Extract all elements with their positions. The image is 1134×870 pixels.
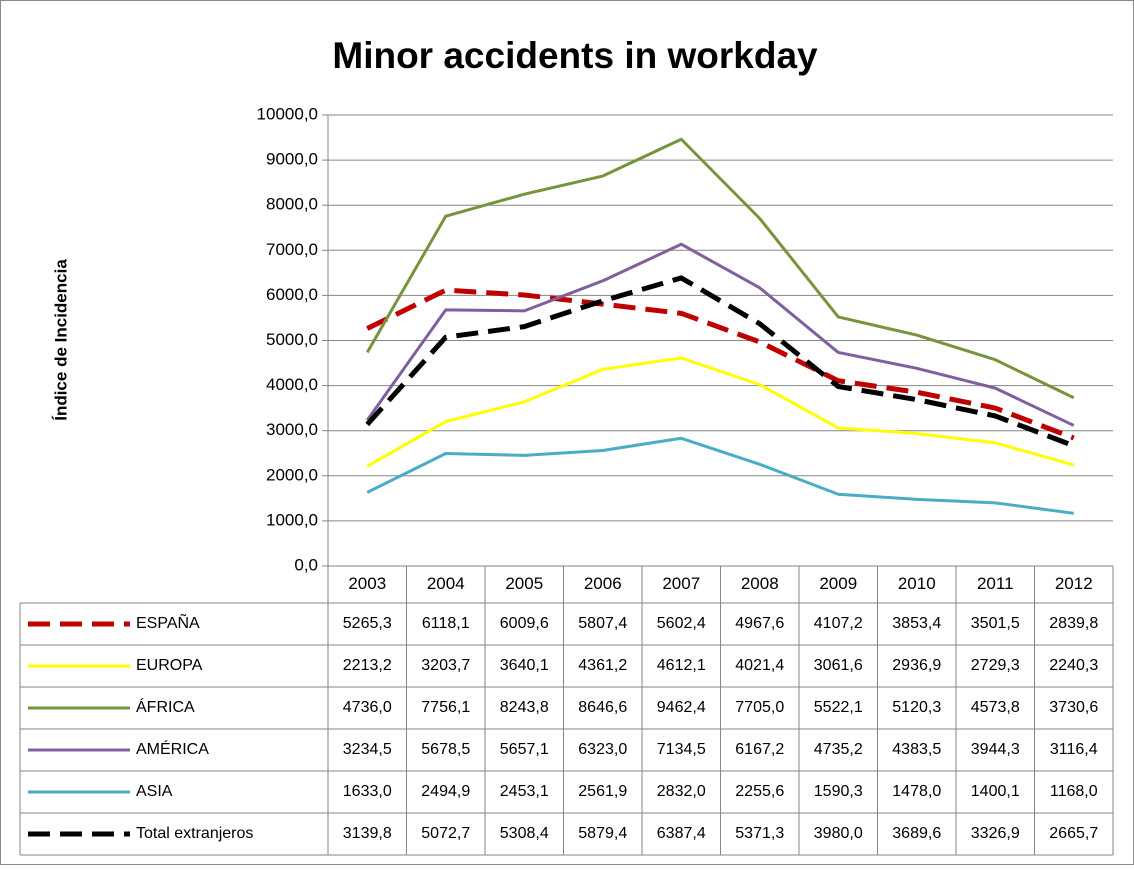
table-cell: 2255,6 [735,783,784,800]
y-axis-label: Índice de Incidencia [51,259,70,421]
y-tick-label: 1000,0 [266,510,318,529]
y-tick-label: 10000,0 [257,104,318,123]
legend-label: EUROPA [136,657,203,674]
x-tick-label: 2006 [584,574,622,593]
table-cell: 4612,1 [657,657,706,674]
x-tick-label: 2003 [348,574,386,593]
table-cell: 3689,6 [892,825,941,842]
table-cell: 3501,5 [971,615,1020,632]
table-cell: 5265,3 [343,615,392,632]
table-cell: 3980,0 [814,825,863,842]
table-cell: 1478,0 [892,783,941,800]
table-cell: 5879,4 [578,825,627,842]
table-cell: 3203,7 [421,657,470,674]
table-cell: 2729,3 [971,657,1020,674]
table-cell: 6387,4 [657,825,706,842]
table-cell: 5308,4 [500,825,549,842]
table-cell: 2494,9 [421,783,470,800]
y-tick-label: 5000,0 [266,330,318,349]
table-cell: 3061,6 [814,657,863,674]
table-cell: 7705,0 [735,699,784,716]
x-tick-label: 2009 [819,574,857,593]
table-cell: 9462,4 [657,699,706,716]
x-tick-label: 2012 [1055,574,1093,593]
y-tick-label: 0,0 [294,555,318,574]
table-cell: 3640,1 [500,657,549,674]
series-line [366,436,1074,515]
table-cell: 4736,0 [343,699,392,716]
table-cell: 5678,5 [421,741,470,758]
table-cell: 2561,9 [578,783,627,800]
y-tick-label: 2000,0 [266,465,318,484]
table-cell: 3139,8 [343,825,392,842]
x-tick-label: 2010 [898,574,936,593]
legend-label: AMÉRICA [136,739,209,758]
table-cell: 5072,7 [421,825,470,842]
table-cell: 1633,0 [343,783,392,800]
table-cell: 7134,5 [657,741,706,758]
x-tick-label: 2004 [427,574,465,593]
table-cell: 3730,6 [1049,699,1098,716]
table-cell: 4735,2 [814,741,863,758]
table-cell: 5602,4 [657,615,706,632]
y-tick-label: 3000,0 [266,420,318,439]
table-cell: 7756,1 [421,699,470,716]
table-cell: 2832,0 [657,783,706,800]
x-tick-label: 2005 [505,574,543,593]
table-cell: 5657,1 [500,741,549,758]
y-tick-label: 6000,0 [266,285,318,304]
y-tick-label: 8000,0 [266,195,318,214]
series-line [366,356,1075,468]
table-cell: 8243,8 [500,699,549,716]
table-cell: 3944,3 [971,741,1020,758]
table-cell: 5120,3 [892,699,941,716]
table-cell: 2839,8 [1049,615,1098,632]
y-tick-label: 9000,0 [266,150,318,169]
x-tick-label: 2007 [662,574,700,593]
table-cell: 3116,4 [1050,741,1098,758]
y-tick-label: 7000,0 [266,240,318,259]
table-cell: 1168,0 [1050,783,1098,800]
table-cell: 3853,4 [892,615,941,632]
table-cell: 2453,1 [500,783,549,800]
series-line [366,287,1075,441]
y-tick-label: 4000,0 [266,375,318,394]
table-cell: 6009,6 [500,615,549,632]
table-cell: 1400,1 [971,783,1020,800]
legend-label: ASIA [136,783,173,800]
chart-title: Minor accidents in workday [332,35,818,76]
table-cell: 3326,9 [971,825,1020,842]
x-tick-label: 2008 [741,574,779,593]
table-cell: 4967,6 [735,615,784,632]
table-cell: 2665,7 [1049,825,1098,842]
table-cell: 4107,2 [814,615,863,632]
table-cell: 6167,2 [735,741,784,758]
table-cell: 1590,3 [814,783,863,800]
table-cell: 4021,4 [735,657,784,674]
table-cell: 5522,1 [814,699,863,716]
table-cell: 3234,5 [343,741,392,758]
table-cell: 4383,5 [892,741,941,758]
series-line [366,242,1075,427]
legend-label: Total extranjeros [136,825,253,842]
table-cell: 2213,2 [343,657,392,674]
table-cell: 2936,9 [892,657,941,674]
legend-label: ESPAÑA [136,612,200,632]
table-cell: 4573,8 [971,699,1020,716]
table-cell: 5371,3 [735,825,784,842]
table-cell: 2240,3 [1049,657,1098,674]
table-cell: 6323,0 [578,741,627,758]
table-cell: 4361,2 [578,657,627,674]
table-cell: 8646,6 [578,699,627,716]
table-cell: 5807,4 [578,615,627,632]
x-tick-label: 2011 [977,574,1014,593]
table-cell: 6118,1 [422,615,470,632]
series-line [365,137,1075,400]
legend-label: ÁFRICA [136,697,195,716]
